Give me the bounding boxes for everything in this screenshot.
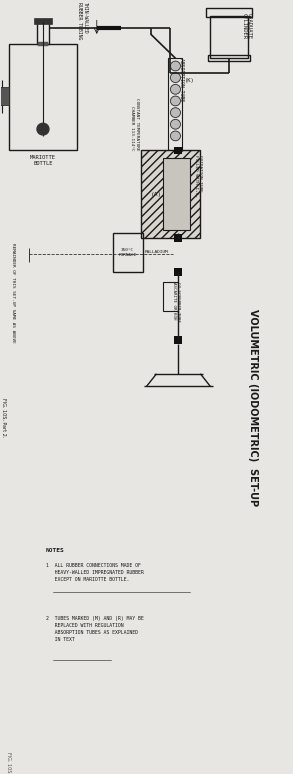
Bar xyxy=(168,58,183,150)
Circle shape xyxy=(171,73,180,83)
Text: ABSORPTION TUBE: ABSORPTION TUBE xyxy=(179,58,184,101)
Text: OXIDATION TUBE
FILLED WITH I₂O₅: OXIDATION TUBE FILLED WITH I₂O₅ xyxy=(194,156,202,197)
Bar xyxy=(174,336,183,344)
Text: (A): (A) xyxy=(151,192,162,197)
Bar xyxy=(174,146,183,154)
Text: VOLUMETRIC (IODOMETRIC)  SET-UP: VOLUMETRIC (IODOMETRIC) SET-UP xyxy=(248,309,258,506)
Bar xyxy=(9,43,77,150)
Text: 350°C
FURNACE: 350°C FURNACE xyxy=(118,248,137,257)
Bar xyxy=(0,87,9,104)
Bar xyxy=(34,19,52,24)
Bar xyxy=(208,55,250,61)
Bar xyxy=(174,268,183,276)
Text: MARIOTTE
BOTTLE: MARIOTTE BOTTLE xyxy=(30,156,56,166)
Text: (K): (K) xyxy=(184,77,194,83)
Text: CO SCRUBBER TUBE
ASCARITE OR KOH: CO SCRUBBER TUBE ASCARITE OR KOH xyxy=(172,282,180,321)
Bar xyxy=(113,233,143,272)
Bar xyxy=(163,282,178,310)
Bar xyxy=(210,15,248,58)
Text: FIG. 10S, Part 2.: FIG. 10S, Part 2. xyxy=(1,398,6,437)
Bar xyxy=(163,158,190,230)
Text: NOTES: NOTES xyxy=(46,549,65,553)
Circle shape xyxy=(171,61,180,71)
Text: 1  ALL RUBBER CONNECTIONS MADE OF
   HEAVY-WALLED IMPREGNATED RUBBER
   EXCEPT O: 1 ALL RUBBER CONNECTIONS MADE OF HEAVY-W… xyxy=(46,563,144,582)
Circle shape xyxy=(37,123,49,135)
Text: REMAINDER OF THIS SET-UP SAME AS ABOVE: REMAINDER OF THIS SET-UP SAME AS ABOVE xyxy=(11,243,15,342)
Circle shape xyxy=(171,119,180,129)
Text: PALLADIUM: PALLADIUM xyxy=(144,251,168,255)
Text: GRADUATE
CYLINDER: GRADUATE CYLINDER xyxy=(241,12,252,39)
Bar xyxy=(38,42,48,46)
Circle shape xyxy=(171,108,180,118)
Bar xyxy=(174,234,183,241)
Text: FIG. 10S.: FIG. 10S. xyxy=(6,752,11,774)
Circle shape xyxy=(171,96,180,106)
Bar xyxy=(206,8,252,18)
Circle shape xyxy=(171,131,180,141)
Bar xyxy=(37,22,49,43)
Bar xyxy=(141,150,200,238)
Text: THIN-WALLED
RUBBER TUBING: THIN-WALLED RUBBER TUBING xyxy=(77,2,88,39)
Circle shape xyxy=(171,84,180,94)
Text: CONSTANT TEMPERATURE
CHAMBER 113-114°C: CONSTANT TEMPERATURE CHAMBER 113-114°C xyxy=(130,98,139,150)
Text: 2  TUBES MARKED (M) AND (R) MAY BE
   REPLACED WITH REGULATION
   ABSORPTION TUB: 2 TUBES MARKED (M) AND (R) MAY BE REPLAC… xyxy=(46,616,144,642)
